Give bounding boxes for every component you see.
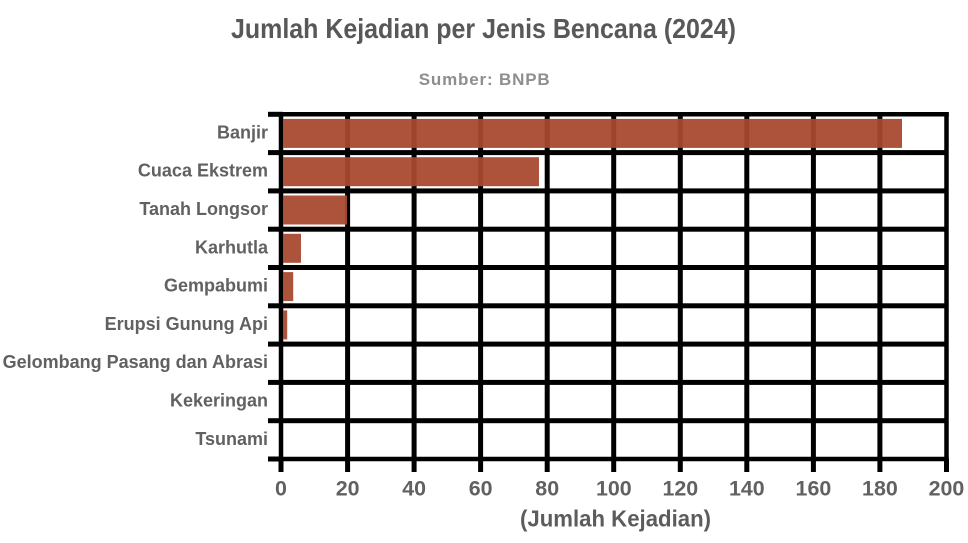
svg-text:Erupsi Gunung Api: Erupsi Gunung Api xyxy=(105,314,268,334)
svg-text:0: 0 xyxy=(275,477,287,501)
svg-text:100: 100 xyxy=(596,477,632,501)
svg-text:20: 20 xyxy=(336,477,360,501)
svg-text:Karhutla: Karhutla xyxy=(195,237,269,257)
svg-text:Tsunami: Tsunami xyxy=(195,429,268,449)
svg-text:(Jumlah Kejadian): (Jumlah Kejadian) xyxy=(520,506,711,532)
svg-text:Cuaca Ekstrem: Cuaca Ekstrem xyxy=(138,161,268,181)
svg-text:40: 40 xyxy=(402,477,426,501)
svg-text:Jumlah Kejadian per Jenis Benc: Jumlah Kejadian per Jenis Bencana (2024) xyxy=(231,13,736,44)
svg-text:Gelombang Pasang dan Abrasi: Gelombang Pasang dan Abrasi xyxy=(3,352,268,372)
svg-text:Banjir: Banjir xyxy=(217,122,268,142)
svg-text:140: 140 xyxy=(729,477,765,501)
svg-text:180: 180 xyxy=(862,477,898,501)
svg-text:Tanah Longsor: Tanah Longsor xyxy=(139,199,268,219)
svg-text:Kekeringan: Kekeringan xyxy=(170,391,268,411)
svg-text:200: 200 xyxy=(929,477,965,501)
svg-text:60: 60 xyxy=(469,477,493,501)
svg-text:80: 80 xyxy=(535,477,559,501)
svg-text:Gempabumi: Gempabumi xyxy=(164,276,268,296)
svg-text:Sumber: BNPB: Sumber: BNPB xyxy=(419,70,550,89)
svg-text:120: 120 xyxy=(662,477,698,501)
svg-text:160: 160 xyxy=(796,477,832,501)
